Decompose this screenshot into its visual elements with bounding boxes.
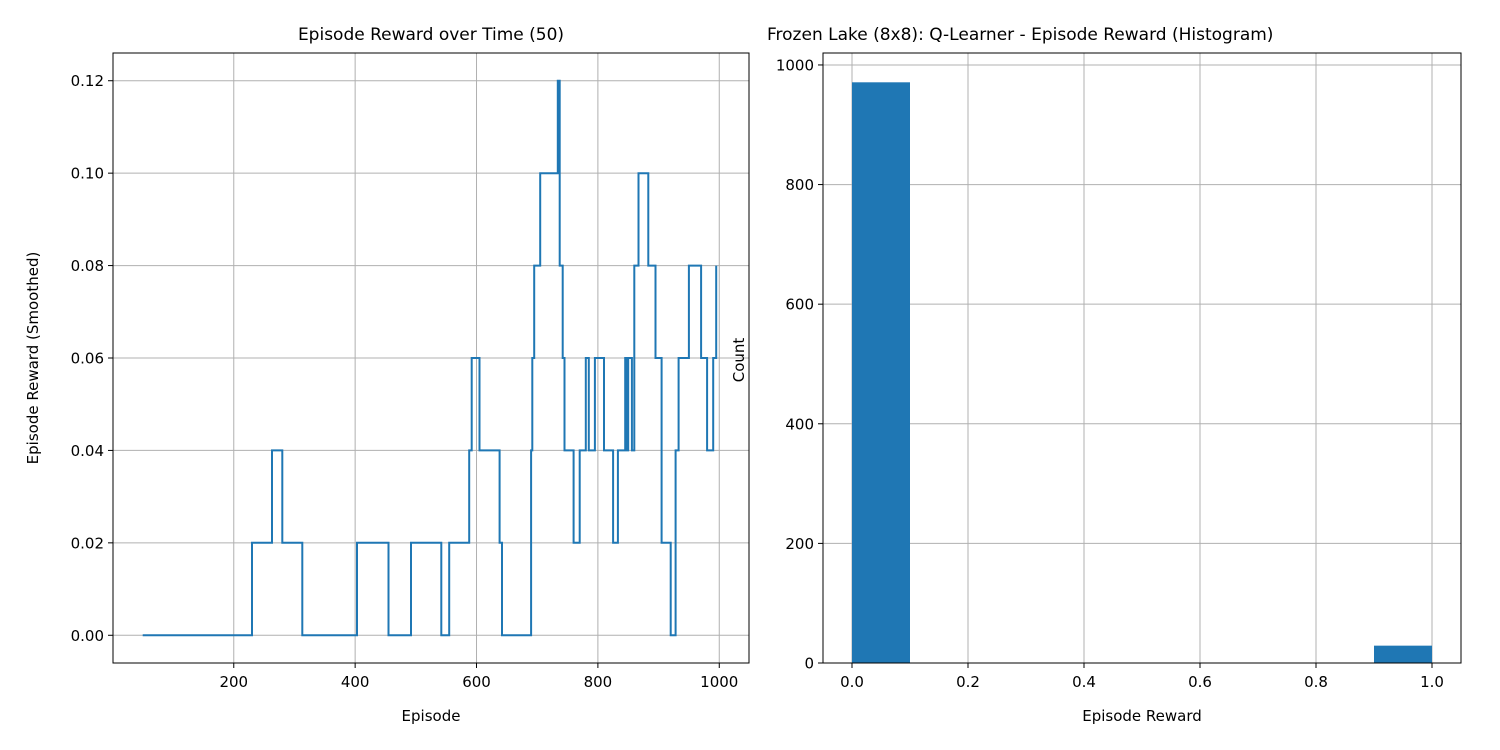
line-chart-grid [113,53,749,663]
line-chart-series [142,79,718,637]
histogram-y-tick-label: 400 [785,415,814,433]
line-chart-series-line [142,79,718,637]
histogram-chart-title: Frozen Lake (8x8): Q-Learner - Episode R… [767,25,1273,45]
line-chart-y-tick-label: 0.00 [71,627,104,645]
line-chart-y-ticks: 0.00 0.02 0.04 0.06 0.08 0.10 0.12 [71,72,113,645]
line-chart-x-tick-label: 400 [341,673,370,691]
histogram-x-tick-label: 0.4 [1072,673,1096,691]
line-chart-x-axis-label: Episode [402,707,461,725]
histogram-chart-x-axis-label: Episode Reward [1082,707,1202,725]
histogram-y-tick-label: 200 [785,535,814,553]
line-chart-y-tick-label: 0.10 [71,165,104,183]
line-chart-y-tick-label: 0.04 [71,442,104,460]
histogram-x-tick-label: 0.6 [1188,673,1212,691]
histogram-chart-frame [822,52,1462,664]
histogram-x-tick-label: 0.8 [1304,673,1328,691]
histogram-x-tick-label: 1.0 [1420,673,1444,691]
histogram-y-tick-label: 600 [785,296,814,314]
line-chart-x-tick-label: 1000 [700,673,738,691]
histogram-chart: Frozen Lake (8x8): Q-Learner - Episode R… [730,25,1462,725]
histogram-chart-y-ticks: 0 200 400 600 800 1000 [776,56,823,673]
line-chart-x-ticks: 200 400 600 800 1000 [219,663,738,691]
histogram-y-tick-label: 0 [804,655,814,673]
histogram-x-tick-label: 0.2 [956,673,980,691]
histogram-y-tick-label: 1000 [776,56,814,74]
line-chart-y-tick-label: 0.08 [71,257,104,275]
histogram-bar [1374,645,1432,663]
histogram-x-tick-label: 0.0 [840,673,864,691]
line-chart-x-tick-label: 800 [584,673,613,691]
line-chart-x-tick-label: 600 [462,673,491,691]
histogram-chart-grid [823,53,1461,664]
histogram-y-tick-label: 800 [785,176,814,194]
histogram-chart-y-axis-label: Count [730,338,748,383]
histogram-chart-bars [852,82,1432,663]
line-chart-title: Episode Reward over Time (50) [298,25,564,45]
line-chart-x-tick-label: 200 [219,673,248,691]
line-chart: Episode Reward over Time (50) 200 400 600 8… [24,25,750,725]
line-chart-y-axis-label: Episode Reward (Smoothed) [24,252,42,465]
histogram-chart-x-ticks: 0.0 0.2 0.4 0.6 0.8 1.0 [840,663,1444,691]
line-chart-y-tick-label: 0.02 [71,534,104,552]
line-chart-y-tick-label: 0.06 [71,350,104,368]
line-chart-y-tick-label: 0.12 [71,72,104,90]
histogram-bar [852,82,910,663]
